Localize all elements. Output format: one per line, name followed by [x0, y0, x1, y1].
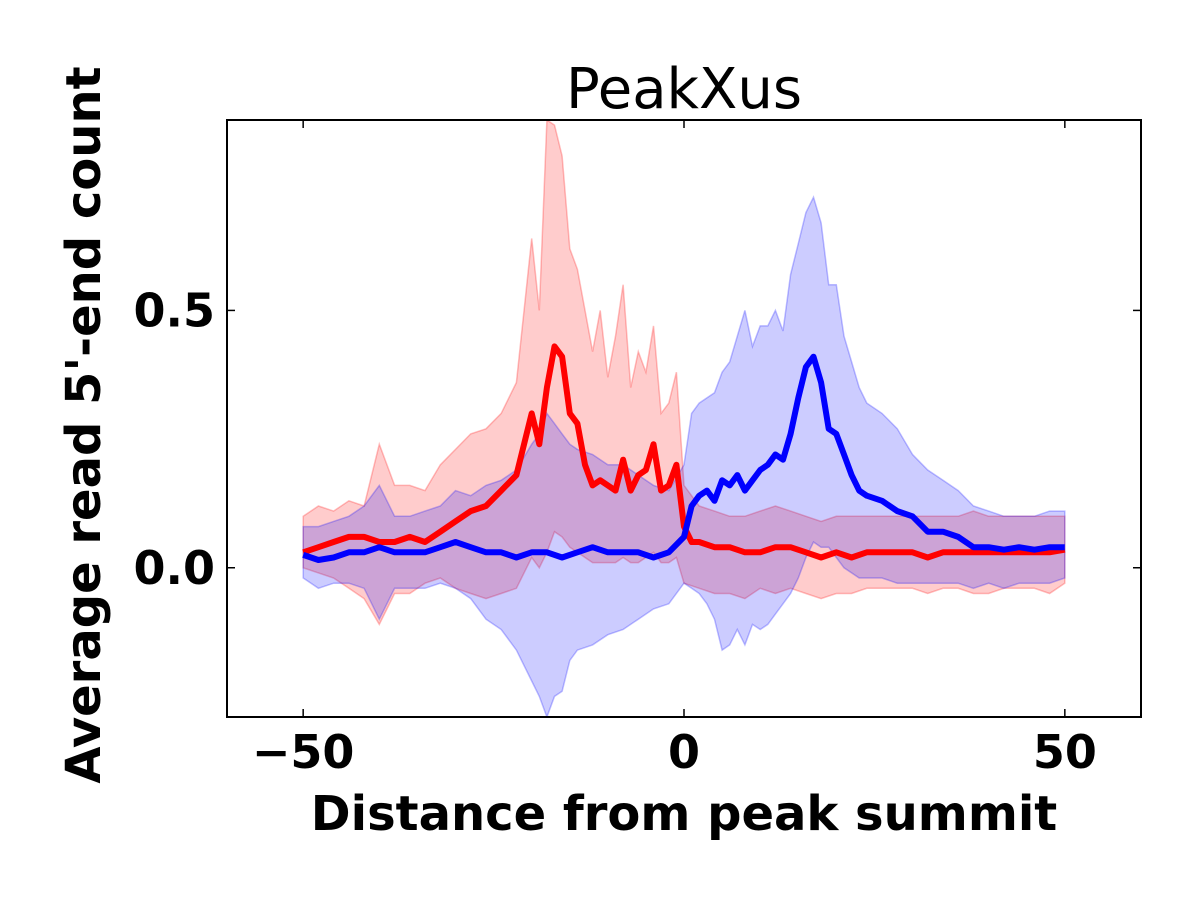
- plot-area: [302, 120, 1066, 717]
- chart-title: PeakXus: [566, 57, 802, 122]
- x-axis: −50 0 50: [252, 120, 1097, 779]
- x-tick-label: −50: [252, 725, 355, 779]
- series-2-line: [302, 353, 1065, 563]
- y-tick-label: 0.5: [134, 283, 216, 337]
- x-axis-title: Distance from peak summit: [311, 786, 1057, 842]
- y-axis-title: Average read 5'-end count: [56, 66, 112, 783]
- series-2-band: [302, 195, 1066, 717]
- y-tick-label: 0.0: [134, 541, 216, 595]
- y-axis: 0.0 0.5: [134, 283, 1141, 595]
- x-tick-label: 50: [1033, 725, 1097, 779]
- x-tick-label: 0: [668, 725, 700, 779]
- plot-frame: [226, 119, 1142, 718]
- series-1-line: [302, 343, 1066, 561]
